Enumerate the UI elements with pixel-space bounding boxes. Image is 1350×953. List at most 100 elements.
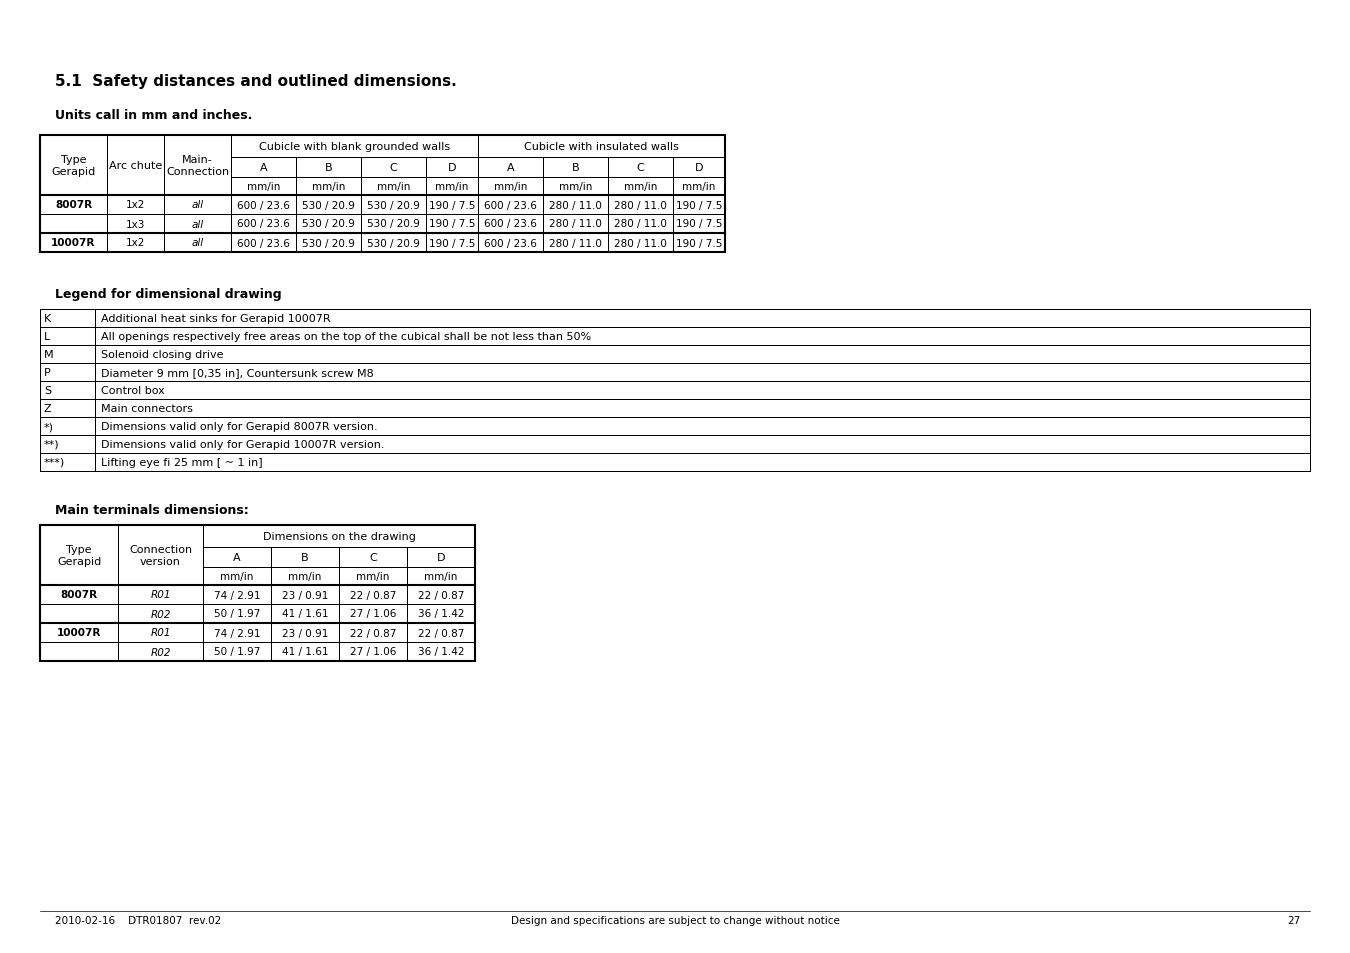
Text: C: C	[390, 163, 397, 172]
Text: mm/in: mm/in	[494, 182, 528, 192]
Text: all: all	[192, 219, 204, 230]
Text: 10007R: 10007R	[57, 628, 101, 638]
Text: **): **)	[45, 439, 59, 450]
Text: Z: Z	[45, 403, 51, 414]
Text: 8007R: 8007R	[55, 200, 92, 211]
Text: C: C	[637, 163, 644, 172]
Bar	[296, 233, 360, 253]
Text: Dimensions on the drawing: Dimensions on the drawing	[262, 532, 416, 541]
Bar	[543, 214, 608, 233]
Bar	[339, 547, 406, 567]
Bar	[231, 158, 296, 178]
Bar	[40, 525, 117, 585]
Text: 280 / 11.0: 280 / 11.0	[614, 238, 667, 248]
Bar	[40, 310, 94, 328]
Bar	[608, 214, 674, 233]
Bar	[427, 195, 478, 214]
Text: S: S	[45, 386, 51, 395]
Bar	[40, 328, 94, 346]
Text: A: A	[234, 553, 240, 562]
Text: R02: R02	[150, 609, 170, 618]
Text: D: D	[448, 163, 456, 172]
Bar	[360, 178, 427, 195]
Text: all: all	[192, 238, 204, 248]
Bar	[608, 195, 674, 214]
Text: 36 / 1.42: 36 / 1.42	[417, 609, 464, 618]
Bar	[107, 195, 163, 214]
Bar	[478, 158, 543, 178]
Text: B: B	[325, 163, 332, 172]
Bar	[296, 214, 360, 233]
Bar	[117, 525, 202, 585]
Bar	[202, 604, 271, 623]
Bar	[202, 525, 475, 547]
Bar	[202, 585, 271, 604]
Bar	[608, 158, 674, 178]
Text: R02: R02	[150, 647, 170, 657]
Bar	[40, 623, 117, 642]
Bar	[40, 642, 117, 661]
Text: D: D	[695, 163, 703, 172]
Text: 10007R: 10007R	[51, 238, 96, 248]
Text: Cubicle with insulated walls: Cubicle with insulated walls	[524, 142, 679, 152]
Text: 190 / 7.5: 190 / 7.5	[676, 200, 722, 211]
Text: M: M	[45, 350, 54, 359]
Text: *): *)	[45, 421, 54, 432]
Bar	[478, 195, 543, 214]
Bar	[406, 604, 475, 623]
Text: 27: 27	[1287, 915, 1300, 925]
Text: mm/in: mm/in	[424, 572, 458, 581]
Text: Connection
version: Connection version	[130, 544, 192, 566]
Text: All openings respectively free areas on the top of the cubical shall be not less: All openings respectively free areas on …	[101, 332, 591, 341]
Bar	[40, 214, 107, 233]
Bar	[107, 136, 163, 195]
Bar	[95, 328, 1309, 346]
Text: R01: R01	[150, 628, 170, 638]
Bar	[231, 195, 296, 214]
Bar	[674, 158, 725, 178]
Text: mm/in: mm/in	[559, 182, 593, 192]
Bar	[674, 178, 725, 195]
Text: 600 / 23.6: 600 / 23.6	[238, 219, 290, 230]
Text: Main-
Connection: Main- Connection	[166, 155, 230, 176]
Text: 530 / 20.9: 530 / 20.9	[302, 219, 355, 230]
Bar	[339, 585, 406, 604]
Bar	[360, 233, 427, 253]
Bar	[406, 567, 475, 585]
Bar	[40, 381, 94, 399]
Bar	[40, 195, 107, 214]
Text: mm/in: mm/in	[220, 572, 254, 581]
Bar	[271, 642, 339, 661]
Bar	[543, 233, 608, 253]
Text: 41 / 1.61: 41 / 1.61	[282, 647, 328, 657]
Text: 1x3: 1x3	[126, 219, 146, 230]
Bar	[40, 417, 94, 436]
Bar	[40, 399, 94, 417]
Bar	[95, 364, 1309, 381]
Bar	[95, 399, 1309, 417]
Bar	[427, 158, 478, 178]
Bar	[406, 585, 475, 604]
Text: 1x2: 1x2	[126, 200, 146, 211]
Bar	[406, 547, 475, 567]
Bar	[95, 310, 1309, 328]
Text: mm/in: mm/in	[289, 572, 321, 581]
Bar	[360, 214, 427, 233]
Bar	[231, 233, 296, 253]
Bar	[406, 642, 475, 661]
Text: Cubicle with blank grounded walls: Cubicle with blank grounded walls	[259, 142, 450, 152]
Bar	[117, 585, 202, 604]
Text: B: B	[571, 163, 579, 172]
Bar	[107, 233, 163, 253]
Bar	[674, 195, 725, 214]
Text: 2010-02-16    DTR01807  rev.02: 2010-02-16 DTR01807 rev.02	[55, 915, 221, 925]
Bar	[40, 436, 94, 454]
Text: mm/in: mm/in	[435, 182, 468, 192]
Text: 190 / 7.5: 190 / 7.5	[676, 219, 722, 230]
Text: 530 / 20.9: 530 / 20.9	[367, 200, 420, 211]
Bar	[202, 547, 271, 567]
Text: Legend for dimensional drawing: Legend for dimensional drawing	[55, 288, 282, 301]
Bar	[608, 178, 674, 195]
Text: 280 / 11.0: 280 / 11.0	[614, 219, 667, 230]
Text: Dimensions valid only for Gerapid 10007R version.: Dimensions valid only for Gerapid 10007R…	[101, 439, 385, 450]
